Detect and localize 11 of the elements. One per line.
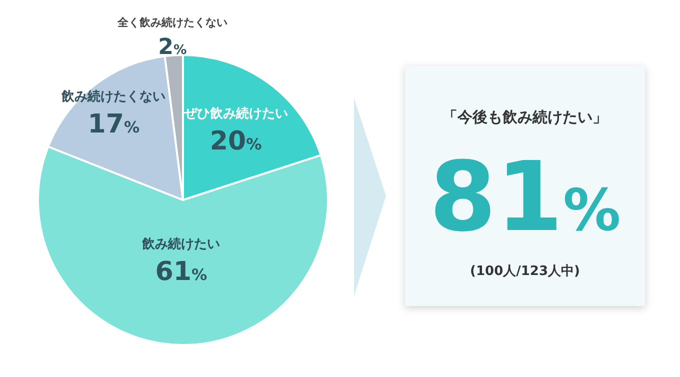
text: (100人/123人中) xyxy=(470,264,580,279)
data-label: 17% xyxy=(88,110,140,140)
slice-label: 全く飲み続けたくない xyxy=(116,16,228,30)
text: 「今後も飲み続けたい」 xyxy=(442,108,608,126)
slice-label: ぜひ飲み続けたい xyxy=(182,106,288,122)
data-label: 2% xyxy=(158,35,187,60)
data-label: 20% xyxy=(210,126,262,156)
text: 81% xyxy=(429,141,621,253)
slice-label: 飲み続けたくない xyxy=(60,90,166,105)
data-label: 61% xyxy=(155,256,208,287)
slice-label: 飲み続けたい xyxy=(141,236,220,252)
